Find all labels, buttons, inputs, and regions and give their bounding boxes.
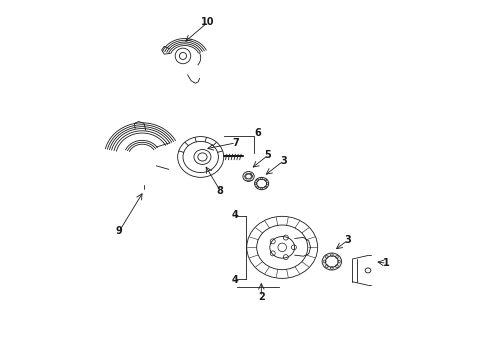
Ellipse shape [245, 174, 251, 179]
Ellipse shape [194, 149, 211, 165]
Text: 8: 8 [217, 186, 223, 195]
Ellipse shape [270, 237, 294, 258]
Ellipse shape [183, 141, 219, 172]
Text: 10: 10 [201, 17, 215, 27]
Ellipse shape [257, 179, 267, 188]
Ellipse shape [255, 177, 269, 190]
Ellipse shape [322, 253, 342, 270]
Text: 2: 2 [258, 292, 265, 302]
Text: 6: 6 [255, 128, 262, 138]
Text: 7: 7 [233, 138, 240, 148]
Text: 9: 9 [116, 226, 122, 237]
Ellipse shape [257, 225, 308, 270]
Text: 4: 4 [232, 210, 239, 220]
Ellipse shape [243, 171, 254, 181]
Ellipse shape [247, 216, 318, 278]
Ellipse shape [365, 268, 371, 273]
Text: 4: 4 [232, 275, 239, 285]
Circle shape [175, 48, 191, 64]
Ellipse shape [178, 136, 224, 177]
Text: 3: 3 [281, 156, 287, 166]
Text: 5: 5 [265, 150, 271, 160]
Ellipse shape [325, 256, 338, 267]
Text: 1: 1 [383, 258, 390, 268]
Text: 3: 3 [344, 235, 351, 245]
